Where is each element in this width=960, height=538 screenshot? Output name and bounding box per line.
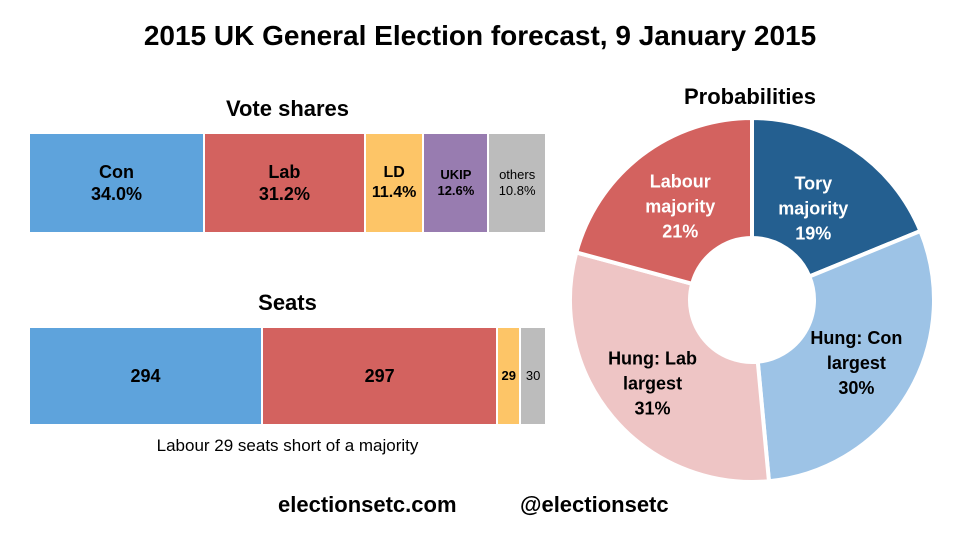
vote-segment-name: UKIP <box>440 166 472 182</box>
donut-slice-hung_con <box>755 228 936 484</box>
donut-label-line: largest <box>827 353 886 373</box>
donut-label-line: Hung: Lab <box>608 349 697 369</box>
donut-label-line: Labour <box>650 171 711 191</box>
donut-slice-tory_majority <box>750 115 924 280</box>
donut-label-hung_lab: Hung: Lab largest 31% <box>608 349 697 419</box>
vote-segment-others: others 10.8% <box>489 134 545 232</box>
vote-segment-name: Con <box>99 161 135 182</box>
vote-segment-value: 31.2% <box>258 184 310 204</box>
donut-label-line: 30% <box>838 378 874 398</box>
vote-segment-ld: LD 11.4% <box>365 134 425 232</box>
seats-title: Seats <box>258 290 317 315</box>
vote-segment-name: LD <box>383 164 405 181</box>
donut-label-line: majority <box>645 196 715 216</box>
vote-segment-lab: Lab 31.2% <box>205 134 366 232</box>
donut-label-line: Tory <box>794 174 832 194</box>
seat-segment-value: 29 <box>501 367 516 383</box>
vote-shares-bar: Con 34.0% Lab 31.2% LD 11.4% UKIP 12.6% others 10… <box>30 134 545 232</box>
seat-segment-ld: 29 <box>498 328 522 424</box>
vote-segment-name: Lab <box>268 161 301 182</box>
donut-label-line: majority <box>778 199 848 219</box>
seats-note: Labour 29 seats short of a majority <box>156 436 419 455</box>
vote-segment-ukip: UKIP 12.6% <box>424 134 490 232</box>
footer-website: electionsetc.com <box>278 492 457 517</box>
vote-segment-name: others <box>499 166 536 182</box>
probabilities-donut: Tory majority 19%Hung: Con largest 30%Hung: … <box>568 115 936 484</box>
seats-bar: 294 297 29 30 <box>30 328 545 424</box>
chart-title: 2015 UK General Election forecast, 9 Jan… <box>143 20 817 51</box>
footer-twitter: @electionsetc <box>520 492 669 517</box>
seat-segment-value: 297 <box>364 365 395 386</box>
vote-segment-con: Con 34.0% <box>30 134 206 232</box>
donut-label-line: Hung: Con <box>810 328 902 348</box>
donut-slice-labour_majority <box>573 115 754 287</box>
donut-label-labour_majority: Labour majority 21% <box>645 171 715 241</box>
vote-segment-value: 10.8% <box>498 183 536 198</box>
vote-segment-value: 34.0% <box>91 184 143 204</box>
donut-label-line: 21% <box>662 221 698 241</box>
donut-label-line: 19% <box>795 224 831 244</box>
donut-slice-hung_lab <box>568 249 772 484</box>
vote-segment-value: 12.6% <box>437 183 475 198</box>
vote-segment-value: 11.4% <box>371 184 417 201</box>
seat-segment-con: 294 <box>30 328 263 424</box>
donut-label-line: largest <box>623 374 682 394</box>
donut-label-tory_majority: Tory majority 19% <box>778 174 848 244</box>
donut-label-hung_con: Hung: Con largest 30% <box>810 328 902 398</box>
seat-segment-others: 30 <box>521 328 545 424</box>
seat-segment-value: 294 <box>130 365 161 386</box>
probabilities-title: Probabilities <box>683 84 817 109</box>
seat-segment-value: 30 <box>525 367 541 383</box>
vote-shares-title: Vote shares <box>225 96 350 121</box>
donut-label-line: 31% <box>635 399 671 419</box>
seat-segment-lab: 297 <box>262 328 499 424</box>
